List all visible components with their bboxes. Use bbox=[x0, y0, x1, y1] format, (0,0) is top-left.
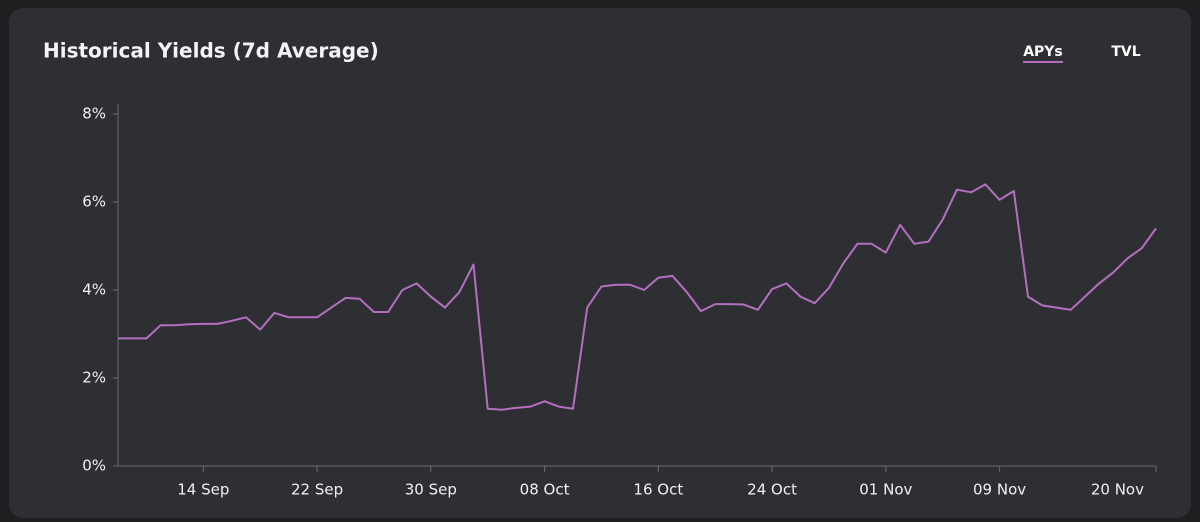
x-tick-label: 16 Oct bbox=[633, 481, 683, 499]
y-tick-label: 4% bbox=[82, 281, 106, 299]
tab[interactable]: TVL bbox=[1111, 44, 1140, 60]
chart-title: Historical Yields (7d Average) bbox=[43, 39, 379, 63]
y-tick-label: 2% bbox=[82, 369, 106, 387]
tab[interactable]: APYs bbox=[1023, 44, 1063, 60]
x-tick-label: 24 Oct bbox=[747, 481, 797, 499]
line bbox=[118, 183, 1157, 411]
x-tick-label: 20 Nov bbox=[1091, 481, 1144, 499]
x-tick-label: 30 Sep bbox=[405, 481, 457, 499]
x-tick-label: 09 Nov bbox=[973, 481, 1026, 499]
x-tick-label: 22 Sep bbox=[291, 481, 343, 499]
x-tick-label: 01 Nov bbox=[859, 481, 912, 499]
card bbox=[9, 8, 1191, 518]
y-tick-label: 0% bbox=[82, 457, 106, 475]
x-tick-label: 14 Sep bbox=[177, 481, 229, 499]
y-tick-label: 6% bbox=[82, 193, 106, 211]
x-tick-label: 08 Oct bbox=[520, 481, 570, 499]
y-tick-label: 8% bbox=[82, 105, 106, 123]
